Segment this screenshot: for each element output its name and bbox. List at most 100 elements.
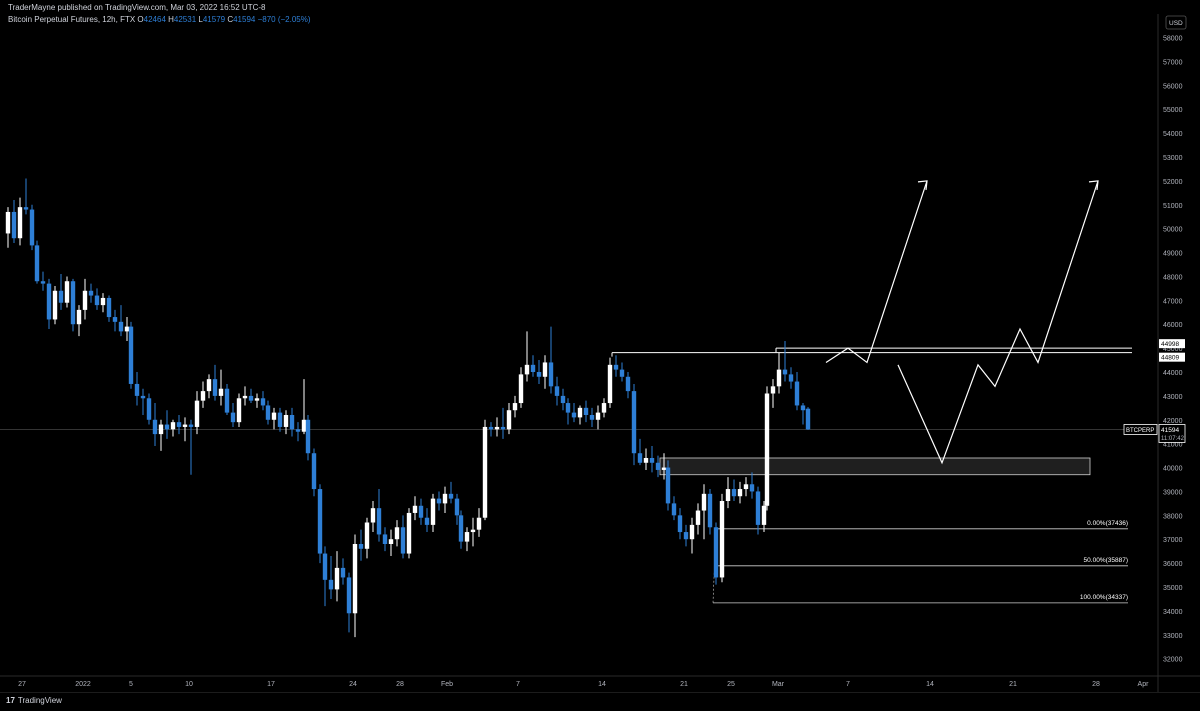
candle [418, 498, 424, 525]
candle-body [265, 405, 271, 420]
time-tick-label: 17 [267, 681, 275, 688]
footer-bar: 17 TradingView [0, 692, 1200, 711]
candle [76, 305, 82, 337]
time-tick-label: 24 [349, 681, 357, 688]
projection-path [825, 180, 928, 364]
candle-body [764, 393, 770, 506]
candle-body [755, 491, 761, 525]
candle [176, 415, 182, 435]
candle [548, 326, 554, 394]
candle-body [661, 467, 667, 470]
candle-body [152, 419, 158, 435]
candle [52, 286, 58, 325]
candle [512, 395, 518, 418]
time-tick-label: 14 [598, 681, 606, 688]
candle [788, 367, 794, 389]
price-axis: 32000 33000 34000 35000 36000 37000 38000 39000… [1123, 14, 1187, 692]
price-tick-label: 37000 [1163, 537, 1183, 544]
time-tick-label: 10 [185, 681, 193, 688]
publish-line: TraderMayne published on TradingView.com… [8, 3, 266, 12]
candle [454, 493, 460, 525]
candle [346, 572, 352, 633]
time-tick-label: 21 [1009, 681, 1017, 688]
candle [464, 527, 470, 552]
candle-body [655, 462, 661, 470]
candle [70, 278, 76, 332]
candle [260, 391, 266, 411]
candle-body [619, 369, 625, 377]
price-tick-label: 42000 [1163, 418, 1183, 425]
candle [134, 372, 140, 406]
candle-body [301, 419, 307, 432]
candle [358, 529, 364, 561]
bar-countdown-label: 11:07:42 [1161, 436, 1185, 442]
candle [317, 484, 323, 564]
price-tick-label: 36000 [1163, 561, 1183, 568]
time-tick-label: Feb [441, 681, 453, 688]
candle [146, 393, 152, 425]
candle [749, 472, 755, 499]
time-tick-label: 28 [1092, 681, 1100, 688]
candle [442, 486, 448, 513]
candle [406, 508, 412, 559]
candle-body [283, 415, 289, 427]
candle [701, 484, 707, 540]
level-price-label: 44809 [1161, 355, 1179, 362]
candle-body [76, 309, 82, 325]
candle [388, 529, 394, 556]
time-tick-label: Apr [1138, 681, 1150, 688]
candle-body [388, 539, 394, 544]
candle-body [311, 453, 317, 490]
candle-body [64, 281, 70, 303]
candle-body [430, 498, 436, 525]
candle-body [322, 553, 328, 580]
currency-label: USD [1169, 20, 1183, 27]
candle [46, 278, 52, 329]
candle-body [46, 283, 52, 320]
candle-body [677, 515, 683, 533]
candle [518, 367, 524, 408]
publish-bar: TraderMayne published on TradingView.com… [0, 0, 1200, 14]
candle-body [200, 391, 206, 401]
candle [236, 393, 242, 427]
candle [500, 407, 506, 439]
candle-body [5, 211, 11, 234]
candle [577, 405, 583, 425]
candle [265, 400, 271, 425]
candle-body [277, 412, 283, 427]
tradingview-logo[interactable]: 17 TradingView [6, 696, 62, 705]
candle-body [88, 290, 94, 296]
legend-symbol: Bitcoin Perpetual Futures, 12h, FTX [8, 15, 136, 24]
candle [106, 295, 112, 322]
candle [761, 501, 767, 533]
candle-body [571, 412, 577, 418]
candle-body [548, 362, 554, 387]
candle-body [643, 458, 649, 463]
candle [524, 331, 530, 382]
candle-body [424, 517, 430, 525]
candle [776, 352, 782, 394]
candle [376, 489, 382, 542]
candle-body [305, 419, 311, 454]
price-tick-label: 53000 [1163, 155, 1183, 162]
candle [542, 355, 548, 389]
candle-body [800, 405, 806, 411]
candle-body [242, 395, 248, 399]
candle-body [583, 407, 589, 415]
candle [794, 372, 800, 411]
candle [737, 481, 743, 504]
legend-change: −870 (−2.05%) [257, 15, 311, 24]
candle [194, 391, 200, 435]
candle [536, 360, 542, 384]
price-tick-label: 40000 [1163, 466, 1183, 473]
candle-body [613, 364, 619, 370]
drawing-layer: 0.00%(37436) 50.00%(35887) 100.00%(34337) [611, 347, 1132, 604]
candle [271, 407, 277, 430]
candle [88, 283, 94, 303]
candle-body [134, 383, 140, 396]
candle [800, 403, 806, 425]
candle [370, 501, 376, 533]
candle [248, 388, 254, 404]
candle-body [731, 489, 737, 497]
